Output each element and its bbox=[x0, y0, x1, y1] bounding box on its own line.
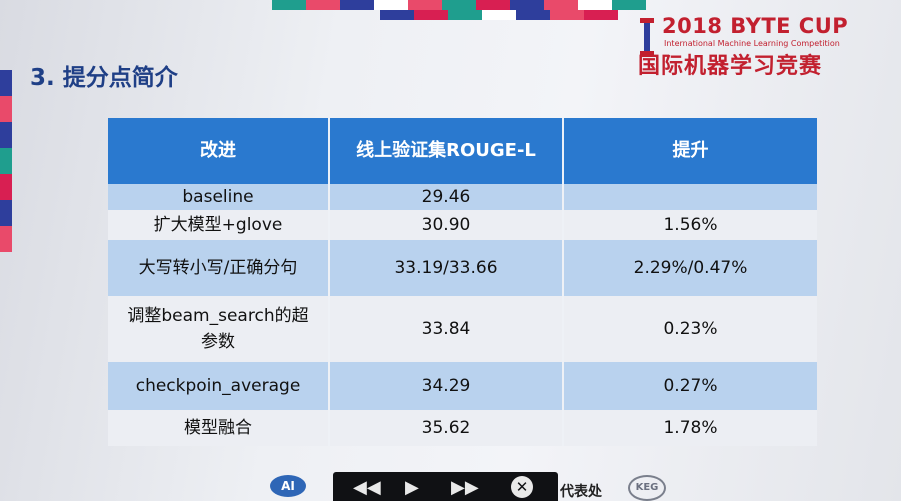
slide-footer: AI 代表处 KEG ◀◀ ▶ ▶▶ ✕ bbox=[0, 465, 901, 501]
cell-improvement: 调整beam_search的超参数 bbox=[108, 296, 330, 362]
header-improvement: 改进 bbox=[108, 118, 330, 184]
close-icon[interactable]: ✕ bbox=[511, 476, 533, 498]
cell-score: 30.90 bbox=[329, 210, 564, 240]
skip-back-icon[interactable]: ◀◀ bbox=[353, 477, 381, 498]
trophy-icon bbox=[640, 18, 654, 56]
cell-gain: 0.23% bbox=[563, 296, 817, 362]
cell-gain bbox=[563, 184, 817, 210]
decorative-mosaic-left bbox=[0, 70, 12, 252]
cell-improvement: 模型融合 bbox=[108, 410, 330, 446]
cell-improvement: 扩大模型+glove bbox=[108, 210, 330, 240]
cell-score: 35.62 bbox=[329, 410, 564, 446]
competition-logo: 2018 BYTE CUP International Machine Lear… bbox=[636, 12, 886, 79]
logo-subtitle: International Machine Learning Competiti… bbox=[664, 39, 840, 48]
slide-title: 3. 提分点简介 bbox=[30, 65, 178, 91]
table-row: baseline 29.46 bbox=[108, 184, 817, 210]
table-row: 大写转小写/正确分句 33.19/33.66 2.29%/0.47% bbox=[108, 240, 817, 296]
cell-gain: 1.56% bbox=[563, 210, 817, 240]
footer-logo-left: AI bbox=[270, 475, 306, 497]
logo-cn-title: 国际机器学习竞赛 bbox=[638, 54, 823, 79]
play-icon[interactable]: ▶ bbox=[405, 477, 419, 498]
decorative-mosaic-top-2 bbox=[380, 10, 618, 20]
footer-logo-right: KEG bbox=[628, 475, 666, 501]
results-table: 改进 线上验证集ROUGE-L 提升 baseline 29.46 扩大模型+g… bbox=[108, 118, 817, 446]
cell-improvement: checkpoin_average bbox=[108, 362, 330, 410]
footer-org-text: 代表处 bbox=[560, 484, 602, 500]
cell-score: 29.46 bbox=[329, 184, 564, 210]
table-row: 模型融合 35.62 1.78% bbox=[108, 410, 817, 446]
cell-gain: 0.27% bbox=[563, 362, 817, 410]
cell-score: 33.19/33.66 bbox=[329, 240, 564, 296]
cell-improvement: baseline bbox=[108, 184, 330, 210]
skip-forward-icon[interactable]: ▶▶ bbox=[451, 477, 479, 498]
cell-gain: 1.78% bbox=[563, 410, 817, 446]
logo-title: 2018 BYTE CUP bbox=[662, 14, 849, 38]
cell-score: 34.29 bbox=[329, 362, 564, 410]
cell-score: 33.84 bbox=[329, 296, 564, 362]
cell-gain: 2.29%/0.47% bbox=[563, 240, 817, 296]
decorative-mosaic-top bbox=[272, 0, 646, 10]
header-rouge: 线上验证集ROUGE-L bbox=[329, 118, 564, 184]
header-gain: 提升 bbox=[563, 118, 817, 184]
media-control-bar: ◀◀ ▶ ▶▶ ✕ bbox=[333, 472, 558, 501]
cell-improvement: 大写转小写/正确分句 bbox=[108, 240, 330, 296]
table-row: 调整beam_search的超参数 33.84 0.23% bbox=[108, 296, 817, 362]
table-row: 扩大模型+glove 30.90 1.56% bbox=[108, 210, 817, 240]
table-row: checkpoin_average 34.29 0.27% bbox=[108, 362, 817, 410]
